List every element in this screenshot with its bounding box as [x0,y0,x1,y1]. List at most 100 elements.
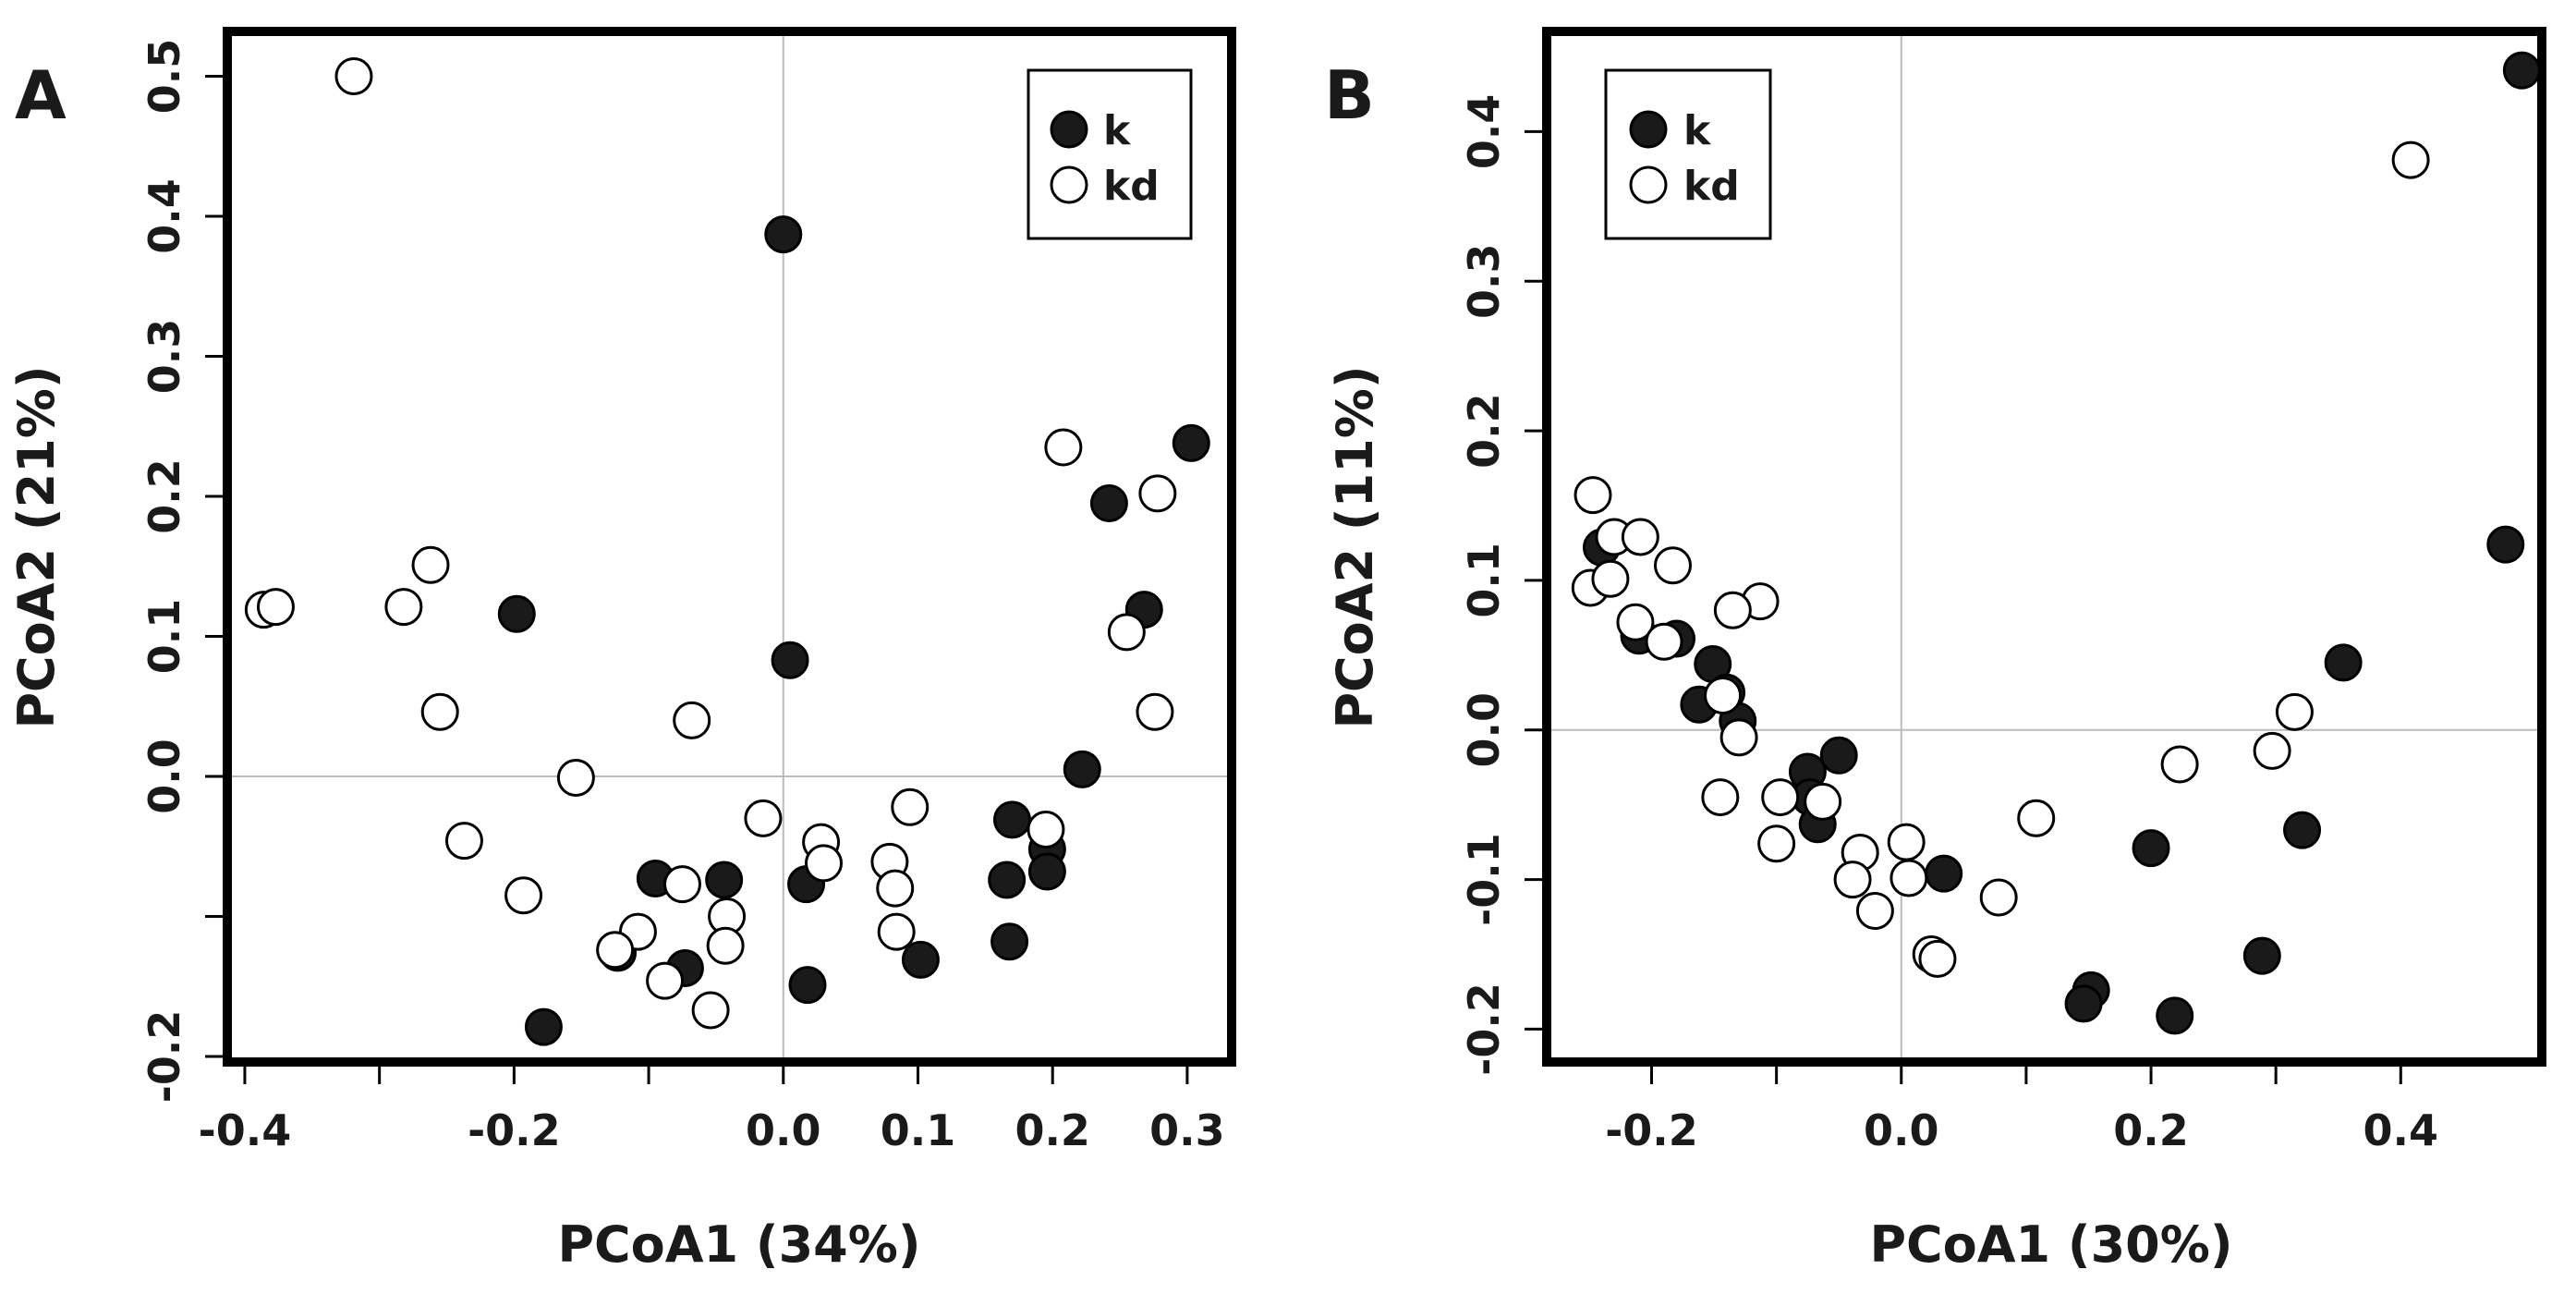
kd-point [1833,861,1872,899]
kd-point [1591,559,1630,598]
kd-point [877,912,916,951]
kd-point [1621,518,1659,556]
k-point [1027,852,1066,891]
kd-point [256,588,295,627]
kd-point [1889,859,1928,897]
panel-b-legend-box [1604,68,1772,240]
kd-point [1757,824,1796,863]
panel-b-y-axis-title: PCoA2 (11%) [1326,365,1384,728]
k-point [2132,829,2170,868]
k-point [992,800,1031,839]
kd-point [2391,140,2430,179]
panel-a: A -0.4 -0.2 0.0 0.1 0.2 0.3 -0.20.00.10.20.30… [7,27,1236,1274]
kd-point [1701,778,1740,817]
kd-point [2017,799,2056,837]
kd-point [1136,692,1174,731]
panel-a-legend-box [1027,68,1193,240]
y-tick-label: 0.1 [1459,543,1509,618]
kd-point [744,799,783,837]
kd-point [891,787,930,826]
panel-b: B -0.2 0.0 0.2 0.4 -0.2-0.10.00.10.20.30.4 … [1324,27,2546,1274]
legend-k-label: k [1103,107,1132,154]
k-point [2502,51,2541,90]
panel-a-reference-lines [232,36,1227,1057]
panel-a-y-axis-title: PCoA2 (21%) [7,365,66,728]
panel-b-y-axis: -0.2 -0.1 0.0 0.1 0.2 0.3 0.4 [1459,94,1542,1076]
kd-point [1887,823,1926,861]
k-point [2324,643,2363,682]
k-point [1172,423,1210,462]
panel-a-x-axis-title: PCoA1 (34%) [557,1215,920,1274]
x-tick-label: -0.2 [468,1105,561,1155]
k-point [1819,736,1858,775]
legend-kd-label: kd [1103,163,1160,210]
k-point [705,861,744,899]
y-tick-label: -0.2 [1459,983,1509,1076]
k-point [788,966,827,1005]
k-point [1089,484,1128,523]
kd-point [1855,892,1894,931]
panel-b-x-axis: -0.2 0.0 0.2 0.4 [1605,1067,2438,1155]
kd-point [1704,677,1743,715]
legend-kd-marker [1050,165,1088,204]
y-tick-label: 0.0 [140,739,189,814]
y-tick-label: 0.3 [140,319,189,395]
k-point [901,940,940,979]
panel-b-points [1571,51,2541,1035]
x-tick-label: 0.0 [746,1105,821,1155]
y-tick-label: 0.2 [140,458,189,534]
kd-point [2275,692,2314,731]
kd-point [384,588,423,627]
k-point [2486,525,2525,564]
k-point [988,861,1027,899]
panel-a-x-axis: -0.4 -0.2 0.0 0.1 0.2 0.3 [199,1067,1225,1155]
kd-point [691,991,730,1030]
y-tick-label: 0.3 [1459,244,1509,320]
kd-point [504,876,543,915]
y-tick-label: 0.4 [140,178,189,254]
legend-k-label: k [1683,107,1712,154]
kd-point [1653,546,1692,585]
kd-point [1979,878,2018,917]
kd-point [646,961,685,1000]
kd-point [1107,613,1146,652]
legend-kd-marker [1629,165,1668,204]
x-tick-label: 0.2 [1015,1105,1090,1155]
k-point [1925,854,1963,893]
y-tick-label: -0.1 [1459,833,1509,926]
x-tick-label: 0.3 [1149,1105,1225,1155]
y-tick-label: 0.5 [140,39,189,115]
k-point [497,594,536,633]
kd-point [1761,778,1800,817]
kd-point [596,931,635,970]
kd-point [1918,939,1957,978]
k-point [2064,984,2103,1023]
k-point [2242,936,2281,975]
x-tick-label: 0.2 [2113,1105,2189,1155]
y-tick-label: -0.2 [140,1010,189,1104]
kd-point [673,701,711,739]
kd-point [1044,428,1083,467]
kd-point [1616,603,1655,641]
y-tick-label: 0.0 [1459,692,1509,768]
x-tick-label: 0.1 [881,1105,956,1155]
y-tick-label: 0.4 [1459,94,1509,170]
kd-point [411,545,450,584]
legend-k-marker [1629,110,1668,149]
kd-point [663,865,702,904]
k-point [524,1007,563,1046]
kd-point [1719,718,1758,757]
panel-b-legend: k kd [1604,68,1772,240]
x-tick-label: 0.0 [1864,1105,1939,1155]
panel-a-legend: k kd [1027,68,1193,240]
panel-b-label: B [1324,56,1375,134]
kd-point [420,692,459,731]
kd-point [804,844,843,883]
panel-a-y-axis: -0.2 0.0 0.1 0.2 0.3 0.4 0.5 [140,39,223,1104]
kd-point [1574,476,1612,515]
kd-point [444,822,483,861]
k-point [1063,750,1101,788]
panel-a-label: A [15,56,67,134]
panel-a-points [244,56,1210,1046]
